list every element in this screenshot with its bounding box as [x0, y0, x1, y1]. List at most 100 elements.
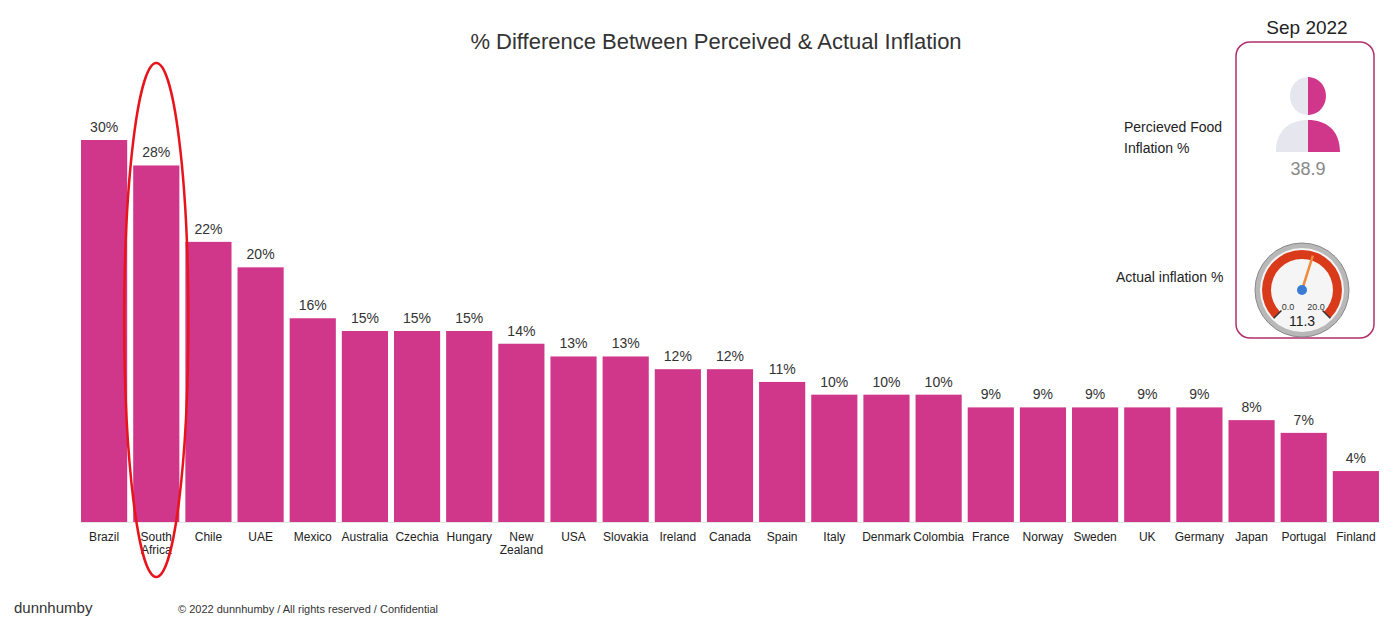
tick: Brazil — [89, 522, 119, 544]
bar — [81, 140, 127, 522]
actual-label: Actual inflation % — [1116, 269, 1223, 285]
bar — [1020, 407, 1066, 522]
bar — [290, 318, 336, 522]
data-label: 9% — [1033, 386, 1053, 402]
data-label: 8% — [1241, 399, 1261, 415]
bar — [603, 356, 649, 522]
tick-label: USA — [561, 530, 586, 544]
gauge-tick — [1274, 311, 1282, 319]
tick: France — [972, 522, 1010, 544]
bar — [238, 267, 284, 522]
data-label: 30% — [90, 119, 118, 135]
bar — [916, 395, 962, 522]
tick: Czechia — [395, 522, 439, 544]
gauge: 0.0 20.011.3 — [1255, 243, 1349, 337]
data-label: 14% — [507, 323, 535, 339]
tick: UAE — [248, 522, 273, 544]
tick: Sweden — [1073, 522, 1116, 544]
chart-title: % Difference Between Perceived & Actual … — [470, 29, 961, 54]
tick: Italy — [823, 522, 845, 544]
bar — [1281, 433, 1327, 522]
tick-label: Germany — [1175, 530, 1224, 544]
gauge-tick-label: 0.0 — [1282, 302, 1295, 312]
bar — [394, 331, 440, 522]
tick-label: Czechia — [395, 530, 439, 544]
gauge-hub — [1297, 285, 1307, 295]
tick: Chile — [195, 522, 223, 544]
axis-line — [81, 522, 1381, 523]
tick-label: Italy — [823, 530, 845, 544]
canvas: % Difference Between Perceived & Actual … — [0, 0, 1397, 639]
bar — [759, 382, 805, 522]
tick-label: UAE — [248, 530, 273, 544]
gauge-tick-label: 20.0 — [1307, 302, 1325, 312]
bar — [133, 165, 179, 522]
bar — [498, 344, 544, 522]
tick-label: UK — [1139, 530, 1156, 544]
tick-label: Canada — [709, 530, 751, 544]
data-label: 4% — [1346, 450, 1366, 466]
panel-date: Sep 2022 — [1266, 17, 1347, 38]
tick: Mexico — [294, 522, 332, 544]
person-icon-right — [1308, 77, 1340, 152]
tick-label: Denmark — [862, 530, 912, 544]
bar — [1124, 407, 1170, 522]
data-label: 15% — [351, 310, 379, 326]
tick-label: Colombia — [913, 530, 964, 544]
footer-copyright: © 2022 dunnhumby / All rights reserved /… — [178, 603, 438, 615]
data-label: 22% — [194, 221, 222, 237]
gauge-bezel — [1255, 243, 1349, 337]
tick-label: Chile — [195, 530, 223, 544]
tick: NewZealand — [500, 522, 543, 557]
tick-label: Japan — [1235, 530, 1268, 544]
tick-label: Mexico — [294, 530, 332, 544]
tick-label: SouthAfrica — [141, 530, 172, 557]
bars — [81, 140, 1379, 522]
tick: Denmark — [862, 522, 912, 544]
tick-label: Brazil — [89, 530, 119, 544]
tick: Spain — [767, 522, 798, 544]
tick-label: Hungary — [447, 530, 492, 544]
tick: Ireland — [659, 522, 696, 544]
tick-label: Finland — [1336, 530, 1375, 544]
tick-label: Portugal — [1281, 530, 1326, 544]
highlight-ellipse — [124, 63, 188, 577]
tick-label: Australia — [342, 530, 389, 544]
data-label: 10% — [925, 374, 953, 390]
tick-label: Sweden — [1073, 530, 1116, 544]
data-label: 10% — [872, 374, 900, 390]
data-label: 9% — [1137, 386, 1157, 402]
tick: Germany — [1175, 522, 1224, 544]
bar — [1072, 407, 1118, 522]
tick-label: France — [972, 530, 1010, 544]
gauge-face — [1260, 248, 1344, 332]
data-label: 28% — [142, 144, 170, 160]
bar — [185, 242, 231, 522]
gauge-band — [1262, 250, 1342, 318]
tick: Colombia — [913, 522, 964, 544]
bar — [968, 407, 1014, 522]
data-label: 9% — [1189, 386, 1209, 402]
tick: Slovakia — [603, 522, 649, 544]
tick: Portugal — [1281, 522, 1326, 544]
panel-box — [1236, 42, 1374, 338]
footer-brand: dunnhumby — [14, 599, 93, 616]
data-label: 11% — [769, 361, 796, 377]
tick: Hungary — [447, 522, 492, 544]
perceived-label-line: Percieved Food — [1124, 119, 1222, 135]
x-axis: Brazil SouthAfrica Chile UAE Mexico Australia… — [81, 522, 1381, 557]
tick: Japan — [1235, 522, 1268, 544]
data-labels: 30%28%22%20%16%15%15%15%14%13%13%12%12%1… — [90, 119, 1366, 466]
bar — [1176, 407, 1222, 522]
data-label: 16% — [299, 297, 327, 313]
tick: SouthAfrica — [141, 522, 172, 557]
tick-label: Norway — [1023, 530, 1064, 544]
bar — [342, 331, 388, 522]
tick-label: NewZealand — [500, 530, 543, 557]
gauge-value: 11.3 — [1289, 313, 1315, 329]
tick-label: Ireland — [659, 530, 696, 544]
perceived-value: 38.9 — [1290, 159, 1325, 179]
bar — [550, 356, 596, 522]
person-icon-left — [1276, 77, 1308, 152]
perceived-label-line: Inflation % — [1124, 140, 1189, 156]
